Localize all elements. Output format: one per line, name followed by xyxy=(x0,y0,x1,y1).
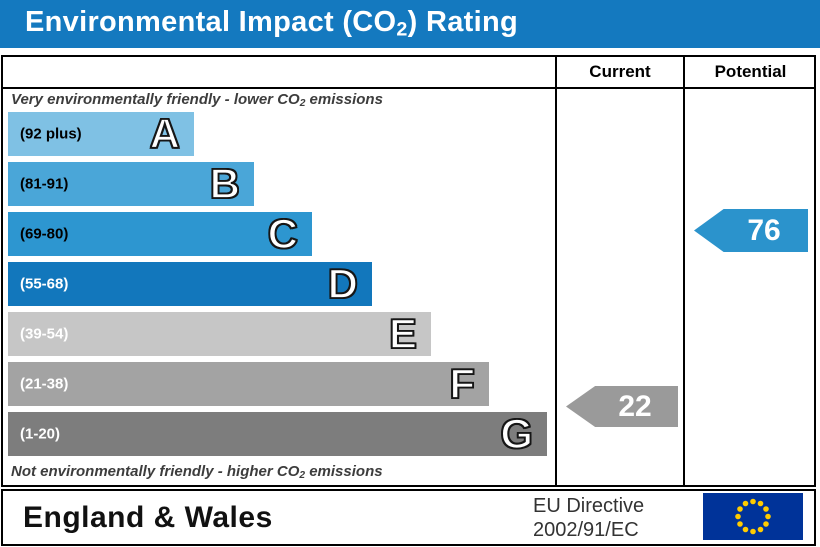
band-bar-a: (92 plus) A xyxy=(8,112,194,156)
eu-directive-line2: 2002/91/EC xyxy=(533,518,639,541)
band-bar-d: (55-68) D xyxy=(8,262,372,306)
potential-rating-arrow: 76 xyxy=(694,209,808,252)
band-letter: F xyxy=(448,360,475,407)
column-divider-potential xyxy=(683,57,685,485)
potential-column-header: Potential xyxy=(714,62,787,81)
band-letter: B xyxy=(209,160,241,207)
band-letter: A xyxy=(149,110,181,157)
band-bar-c: (69-80) C xyxy=(8,212,312,256)
band-bar-f: (21-38) F xyxy=(8,362,489,406)
top-scale-note: Very environmentally friendly - lower CO… xyxy=(11,91,383,110)
column-divider-current xyxy=(555,57,557,485)
band-letter: E xyxy=(388,310,418,357)
chart-title-bar: Environmental Impact (CO2) Rating xyxy=(0,0,820,48)
band-range-label: (1-20) xyxy=(20,425,61,443)
band-range-label: (92 plus) xyxy=(20,125,82,143)
band-range-label: (69-80) xyxy=(20,225,69,243)
header-underline xyxy=(3,87,814,89)
band-bar-e: (39-54) E xyxy=(8,312,431,356)
potential-rating-value: 76 xyxy=(747,213,781,247)
band-bar-g: (1-20) G xyxy=(8,412,547,456)
current-rating-arrow: 22 xyxy=(566,386,678,427)
bottom-scale-note: Not environmentally friendly - higher CO… xyxy=(11,463,383,482)
band-range-label: (81-91) xyxy=(20,175,69,193)
band-letter: D xyxy=(327,260,359,307)
band-letter: G xyxy=(499,410,533,457)
footer: England & Wales EU Directive 2002/91/EC xyxy=(1,489,816,546)
band-bar-b: (81-91) B xyxy=(8,162,254,206)
band-range-label: (55-68) xyxy=(20,275,69,293)
chart-title: Environmental Impact (CO2) Rating xyxy=(25,6,518,41)
eu-directive-label: EU Directive 2002/91/EC xyxy=(533,494,644,542)
eu-flag-icon xyxy=(703,493,803,540)
region-label: England & Wales xyxy=(23,500,273,534)
rating-table: Current Potential Very environmentally f… xyxy=(1,55,816,487)
band-range-label: (39-54) xyxy=(20,325,69,343)
band-range-label: (21-38) xyxy=(20,375,69,393)
current-column-header: Current xyxy=(589,62,651,81)
current-rating-value: 22 xyxy=(618,389,652,423)
bands: (92 plus) A (81-91) B (69-80) C (55-68) D (39-54… xyxy=(8,112,553,462)
band-letter: C xyxy=(267,210,299,257)
eu-directive-line1: EU Directive xyxy=(533,494,645,517)
